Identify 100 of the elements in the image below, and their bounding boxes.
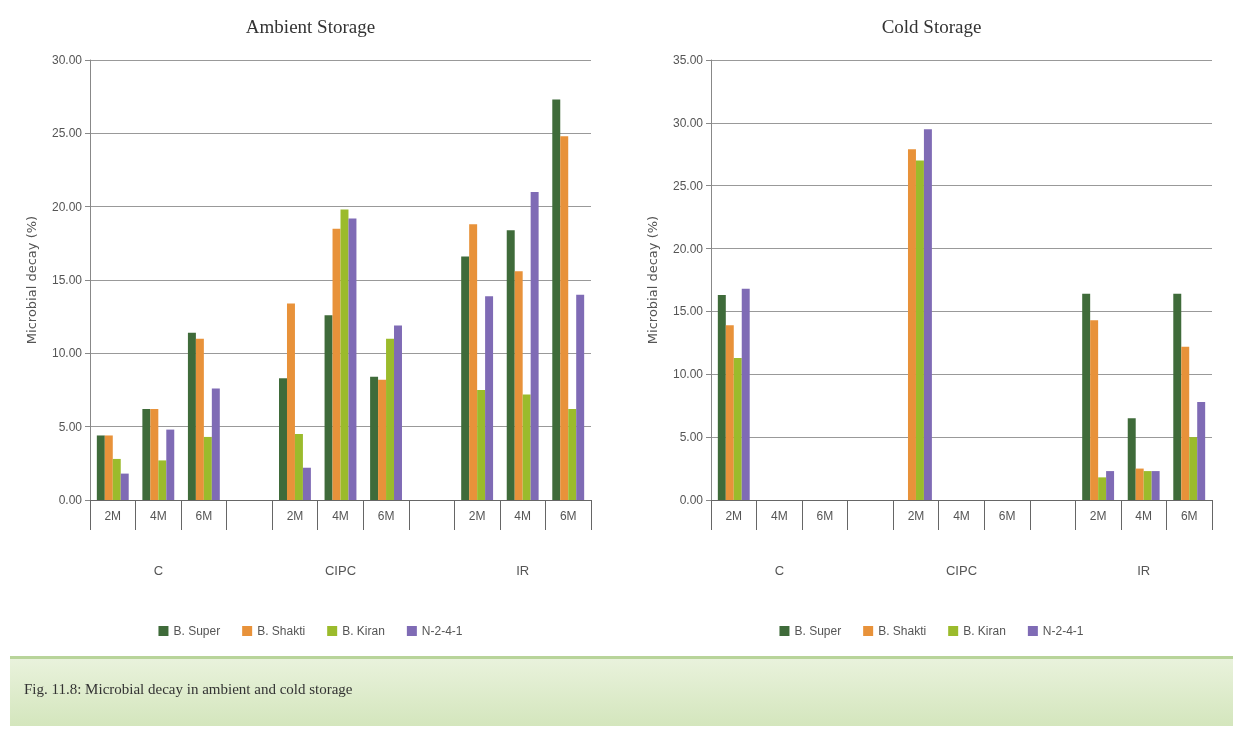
- legend-label: B. Super: [794, 624, 842, 638]
- text: C: [153, 562, 164, 578]
- x-tick-label: 6M: [998, 509, 1016, 523]
- bar: [1090, 320, 1099, 500]
- bar: [1082, 293, 1091, 500]
- bar: [286, 303, 295, 500]
- x-tick-label: 2M: [104, 509, 122, 523]
- bar: [923, 129, 932, 500]
- bar: [96, 435, 105, 500]
- bar: [211, 388, 220, 500]
- bar: [294, 434, 303, 500]
- x-tick-label: 4M: [514, 509, 532, 523]
- bar: [112, 458, 121, 500]
- bar: [203, 436, 212, 500]
- bar: [477, 390, 486, 500]
- bar: [717, 295, 726, 500]
- x-tick-label: 2M: [1089, 509, 1107, 523]
- x-tick-label: 6M: [816, 509, 834, 523]
- x-tick-label: 4M: [149, 509, 167, 523]
- text: C: [774, 562, 785, 578]
- text: CIPC: [945, 562, 978, 578]
- bar: [506, 230, 515, 500]
- bar: [104, 435, 113, 500]
- bar: [469, 224, 478, 500]
- bar: [1189, 437, 1198, 500]
- caption: Fig. 11.8: Microbial decay in ambient and cold storage: [10, 656, 1233, 726]
- y-tick-label: 15.00: [51, 273, 83, 287]
- bar: [324, 315, 333, 500]
- text: CIPC: [324, 562, 357, 578]
- bar: [348, 218, 357, 500]
- bar: [187, 332, 196, 500]
- bar: [195, 338, 204, 500]
- bar: [1106, 471, 1115, 500]
- y-tick-label: 0.00: [58, 493, 83, 507]
- y-tick-label: 10.00: [51, 346, 83, 361]
- bar: [530, 192, 539, 500]
- y-tick-label: 20.00: [51, 199, 83, 214]
- y-tick-label: 30.00: [672, 115, 704, 130]
- text: IR: [516, 562, 530, 578]
- bar: [907, 149, 916, 500]
- bar: [1151, 471, 1160, 500]
- bar: [1181, 346, 1190, 500]
- bar: [332, 228, 341, 500]
- x-tick-label: 2M: [468, 509, 486, 523]
- bar: [915, 160, 924, 500]
- legend-label: B. Kiran: [342, 624, 385, 638]
- bar: [1173, 293, 1182, 500]
- bar: [576, 294, 585, 500]
- bar: [514, 271, 523, 500]
- y-tick-label: 5.00: [679, 430, 704, 445]
- x-tick-label: 2M: [286, 509, 304, 523]
- y-tick-label: 35.00: [672, 53, 704, 67]
- x-tick-label: 4M: [953, 509, 970, 523]
- text: IR: [1137, 562, 1151, 578]
- bar: [378, 379, 387, 500]
- x-tick-label: 6M: [1180, 509, 1198, 523]
- bar: [1098, 477, 1107, 500]
- bar: [568, 409, 577, 500]
- chart-title: Ambient Storage: [245, 16, 376, 37]
- bar: [1197, 401, 1206, 500]
- legend-label: B. Shakti: [257, 624, 306, 638]
- bar: [1143, 471, 1152, 500]
- y-tick-label: 0.00: [679, 493, 704, 507]
- legend-label: B. Shakti: [878, 624, 927, 638]
- x-tick-label: 6M: [559, 509, 577, 523]
- x-tick-label: 2M: [907, 509, 925, 523]
- chart-title: Cold Storage: [881, 16, 982, 37]
- bar: [150, 409, 159, 500]
- x-tick-label: 4M: [770, 509, 788, 523]
- bar: [522, 394, 531, 500]
- y-tick-label: 10.00: [672, 367, 704, 382]
- bar: [142, 409, 151, 500]
- x-tick-label: 4M: [1135, 509, 1153, 523]
- y-axis-title: Microbial decay (%): [24, 215, 39, 345]
- bar: [552, 99, 561, 500]
- bar: [741, 288, 750, 500]
- x-tick-label: 4M: [332, 509, 349, 523]
- y-tick-label: 25.00: [51, 126, 83, 141]
- x-tick-label: 6M: [195, 509, 213, 523]
- bar: [166, 429, 175, 500]
- bar: [386, 338, 395, 500]
- legend-label: N-2-4-1: [421, 624, 463, 638]
- bar: [560, 136, 569, 500]
- bar: [485, 296, 494, 500]
- legend-label: N-2-4-1: [1042, 624, 1084, 638]
- legend-label: B. Super: [173, 624, 221, 638]
- y-axis-title: Microbial decay (%): [645, 215, 660, 345]
- bar: [120, 473, 129, 500]
- y-tick-label: 30.00: [51, 53, 83, 67]
- legend-label: B. Kiran: [963, 624, 1006, 638]
- y-tick-label: 25.00: [672, 178, 704, 193]
- bar: [461, 256, 470, 500]
- y-tick-label: 15.00: [672, 304, 704, 319]
- y-tick-label: 5.00: [58, 419, 83, 434]
- bar: [1127, 418, 1136, 500]
- bar: [279, 378, 287, 500]
- x-tick-label: 6M: [377, 509, 395, 523]
- y-tick-label: 20.00: [672, 241, 704, 256]
- bar: [1135, 468, 1144, 500]
- bar: [158, 460, 167, 500]
